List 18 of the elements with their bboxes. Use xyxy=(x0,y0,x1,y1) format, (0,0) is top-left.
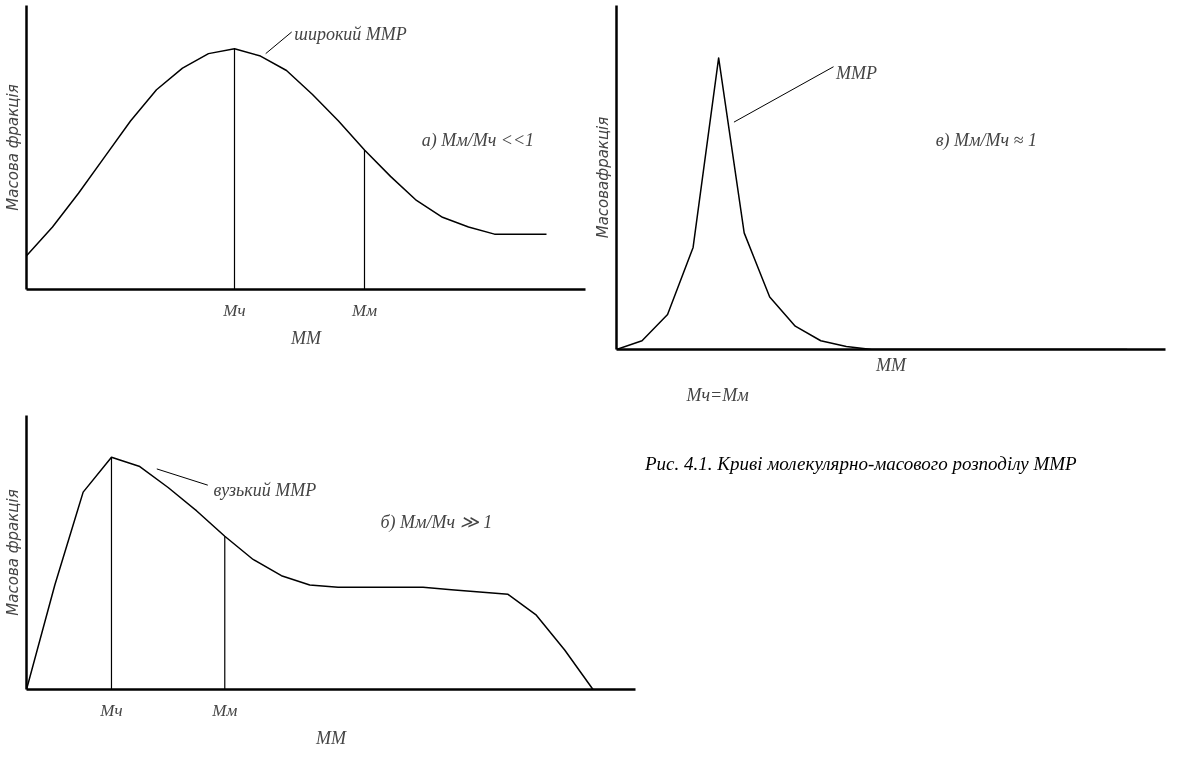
text: широкий ММР xyxy=(294,24,407,45)
x-tick-label: Мм xyxy=(211,700,238,720)
annotation: вузький ММР xyxy=(213,479,317,500)
x-tick-label: Мч xyxy=(99,700,123,720)
x-axis-title: ММ xyxy=(290,327,322,348)
annotation: а) Мм/Мч <<1 xyxy=(421,130,535,152)
text: Мч=Мм xyxy=(685,384,750,405)
annotation: б) Мм/Мч ≫ 1 xyxy=(380,512,493,534)
x-tick-label: Мм xyxy=(350,300,378,320)
y-axis-title: Масовафракція xyxy=(593,116,612,239)
annotation: в) Мм/Мч ≈ 1 xyxy=(935,129,1037,151)
y-axis-title: Масова фракція xyxy=(3,84,22,211)
x-axis-title: ММ xyxy=(315,727,347,748)
x-tick-label: Мч xyxy=(222,300,246,320)
annotation: ММР xyxy=(835,62,878,83)
x-axis-title: ММ xyxy=(875,354,907,375)
y-axis-title: Масова фракція xyxy=(3,489,22,616)
text: Рис. 4.1. Криві молекулярно-масового розподілу ММР xyxy=(645,452,1077,476)
